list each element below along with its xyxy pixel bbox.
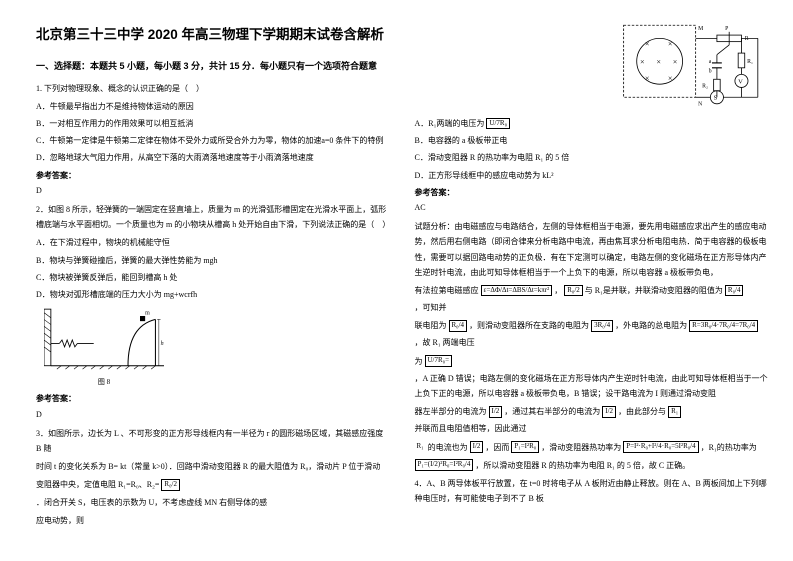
expl5c: ，由此部分与 — [618, 404, 666, 419]
svg-text:b: b — [709, 69, 712, 75]
expl4a: 为 — [415, 354, 423, 369]
q3-opt-b: B．电容器的 a 极板带正电 — [415, 133, 770, 148]
svg-text:×: × — [640, 58, 645, 67]
q2-opt-d: D．物块对弧形槽底端的压力大小为 mg+wcrfh — [36, 287, 391, 302]
q3-opt-a: A．R₁两端的电压为 U/7R₀ — [415, 116, 770, 131]
svg-text:N: N — [698, 101, 702, 107]
formula-box-10: R₁ — [668, 406, 681, 418]
q3-answer: AC — [415, 200, 770, 215]
q1-opt-d: D．忽略地球大气阻力作用，从高空下落的大雨滴落地速度等于小雨滴落地速度 — [36, 150, 391, 165]
expl3d: ，故 R₁ 两端电压 — [415, 335, 475, 350]
expl5b: ，通过其右半部分的电流为 — [504, 404, 600, 419]
q3-explain-6: R₁ 的电流也为 I/2 ，因而 P₁=I²R₀ ，滑动变阻器热功率为 P=I²… — [415, 440, 770, 455]
expl6e: ，R₁的热功率为 — [701, 440, 757, 455]
svg-text:a: a — [709, 59, 712, 65]
expl2b: ， — [554, 283, 562, 298]
q4-stem: 4．A、B 两导体板平行放置，在 t=0 时将电子从 A 板附近由静止释放。则在… — [415, 476, 770, 506]
formula-box-5: 3R₀/4 — [591, 320, 613, 332]
figure-8-diagram: m h — [44, 306, 164, 374]
expl2c: 与 R₁是并联，并联滑动变阻器的阻值为 — [585, 283, 723, 298]
q1-stem: 1. 下列对物理现象、概念的认识正确的是（ ） — [36, 81, 391, 96]
q3-frac-r02: R₀/2 — [161, 479, 180, 491]
q3-opt-c: C．滑动变阻器 R 的热功率为电阻 R₁ 的 5 倍 — [415, 150, 770, 165]
svg-text:P: P — [725, 26, 728, 32]
q3-stem-line3: 变阻器中央，定值电阻 R₁=R₀、R₂= R₀/2 ．闭合开关 S，电压表的示数… — [36, 477, 391, 509]
formula-box-14: P₁=(I/2)²R₀=I²R₀/4 — [415, 459, 474, 471]
circuit-diagram: ×× ××× ×× P R S R₁ V — [619, 22, 769, 112]
svg-text:×: × — [645, 74, 650, 83]
q3-answer-label: 参考答案： — [415, 185, 770, 200]
q3-stem-3a: 变阻器中央，定值电阻 R₁=R₀、R₂= — [36, 477, 159, 492]
svg-text:R₁: R₁ — [747, 59, 753, 65]
formula-box-8: I/2 — [489, 406, 503, 418]
q3-explain-1: 试题分析：由电磁感应与电路结合，左侧的导体框相当于电源，要先用电磁感应求出产生的… — [415, 219, 770, 280]
q2-opt-a: A．在下滑过程中，物块的机械能守恒 — [36, 235, 391, 250]
q2-opt-c: C．物块被弹簧反弹后，能回到槽高 h 处 — [36, 270, 391, 285]
q1-answer-label: 参考答案： — [36, 168, 391, 183]
q3-explain-5: 器左半部分的电流为 I/2 ，通过其右半部分的电流为 I/2 ，由此部分与 R₁… — [415, 404, 770, 436]
figure-8-label: 图 8 — [44, 376, 164, 389]
expl6d: ，滑动变阻器热功率为 — [541, 440, 621, 455]
formula-box-1: ε=ΔΦ/Δt=ΔBS/Δt=kπr² — [481, 285, 553, 297]
q2-answer-label: 参考答案： — [36, 391, 391, 406]
q3-stem-3b: ．闭合开关 S，电压表的示数为 U，不考虑虚线 MN 右侧导体的感 — [36, 495, 267, 510]
formula-box-4: R₀/4 — [449, 320, 468, 332]
q3-stem-line2: 时间 t 的变化关系为 B= kt（常量 k>0）．回路中滑动变阻器 R 的最大… — [36, 459, 391, 474]
left-column: 北京第三十三中学 2020 年高三物理下学期期末试卷含解析 一、选择题：本题共 … — [36, 22, 391, 551]
svg-text:M: M — [698, 26, 703, 32]
formula-box-13: P=I²·R₀+I²/4·R₀=5I²R₀/4 — [623, 441, 698, 453]
q1-opt-c: C．牛顿第一定律是牛顿第二定律在物体不受外力或所受合外力为零，物体的加速a=0 … — [36, 133, 391, 148]
svg-text:R: R — [745, 36, 749, 42]
svg-text:h: h — [161, 341, 164, 347]
expl6a-box: R₁ — [415, 442, 426, 452]
q3-opt-a-frac: U/7R₀ — [486, 118, 510, 130]
right-column: ×× ××× ×× P R S R₁ V — [415, 22, 770, 551]
q1-answer: D — [36, 183, 391, 198]
q1-opt-a: A．牛顿最早指出力不是维持物体运动的原因 — [36, 99, 391, 114]
svg-text:×: × — [668, 40, 673, 49]
expl6b: 的电流也为 — [428, 440, 468, 455]
q2-answer: D — [36, 407, 391, 422]
formula-box-7: U/7R₀= — [425, 355, 453, 367]
exam-title: 北京第三十三中学 2020 年高三物理下学期期末试卷含解析 — [36, 22, 391, 48]
q3-stem-line4: 应电动势，则 — [36, 513, 391, 528]
q1-opt-b: B．一对相互作用力的作用效果可以相互抵消 — [36, 116, 391, 131]
svg-text:R₂: R₂ — [702, 83, 708, 89]
expl2a: 有法拉第电磁感应 — [415, 283, 479, 298]
svg-text:V: V — [738, 78, 743, 85]
q3-opt-a-text: A．R₁两端的电压为 — [415, 116, 485, 131]
expl5d: 并联而且电阻值相等，因此通过 — [415, 421, 527, 436]
expl5a: 器左半部分的电流为 — [415, 404, 487, 419]
expl3a: 联电阻为 — [415, 318, 447, 333]
q3-stem-line1: 3．如图所示，边长为 L 、不可形变的正方形导线框内有一半径为 r 的圆形磁场区… — [36, 426, 391, 456]
formula-box-9: I/2 — [602, 406, 616, 418]
expl3b: ，则滑动变阻器所在支路的电阻为 — [469, 318, 589, 333]
formula-box-3: R₀/4 — [725, 285, 744, 297]
svg-text:×: × — [645, 40, 650, 49]
svg-text:×: × — [656, 58, 661, 67]
expl4b: ，A 正确 D 错误；电路左侧的变化磁场在正方形导体内产生逆时针电流，由此可知导… — [415, 371, 770, 401]
exam-page: 北京第三十三中学 2020 年高三物理下学期期末试卷含解析 一、选择题：本题共 … — [0, 0, 793, 561]
expl7b: ，所以滑动变阻器 R 的热功率为电阻 R₁ 的 5 倍，故 C 正确。 — [475, 458, 690, 473]
expl6c: ，因而 — [485, 440, 509, 455]
formula-box-11: I/2 — [470, 441, 484, 453]
q3-explain-7: P₁=(I/2)²R₀=I²R₀/4 ，所以滑动变阻器 R 的热功率为电阻 R₁… — [415, 458, 770, 473]
q3-explain-3: 联电阻为 R₀/4 ，则滑动变阻器所在支路的电阻为 3R₀/4 ，外电路的总电阻… — [415, 318, 770, 350]
q3-explain-2: 有法拉第电磁感应 ε=ΔΦ/Δt=ΔBS/Δt=kπr² ， R₀/2 与 R₁… — [415, 283, 770, 315]
q3-opt-d: D．正方形导线框中的感应电动势为 kL² — [415, 168, 770, 183]
expl3c: ，外电路的总电阻为 — [615, 318, 687, 333]
formula-box-6: R=3R₀/4·7R₀/4=7R₀/4 — [689, 320, 758, 332]
q2-opt-b: B．物块与弹簧碰撞后，弹簧的最大弹性势能为 mgh — [36, 253, 391, 268]
svg-text:×: × — [673, 58, 678, 67]
svg-text:×: × — [668, 74, 673, 83]
svg-text:m: m — [145, 310, 150, 316]
expl2d: ，可知并 — [415, 300, 447, 315]
section-1-heading: 一、选择题：本题共 5 小题，每小题 3 分，共计 15 分．每小题只有一个选项… — [36, 58, 391, 75]
formula-box-2: R₀/2 — [564, 285, 583, 297]
formula-box-12: P₁=I²R₀ — [511, 441, 539, 453]
q3-explain-4: 为 U/7R₀= ，A 正确 D 错误；电路左侧的变化磁场在正方形导体内产生逆时… — [415, 354, 770, 402]
q2-stem: 2．如图 8 所示，轻弹簧的一端固定在竖直墙上，质量为 m 的光滑弧形槽固定在光… — [36, 202, 391, 232]
